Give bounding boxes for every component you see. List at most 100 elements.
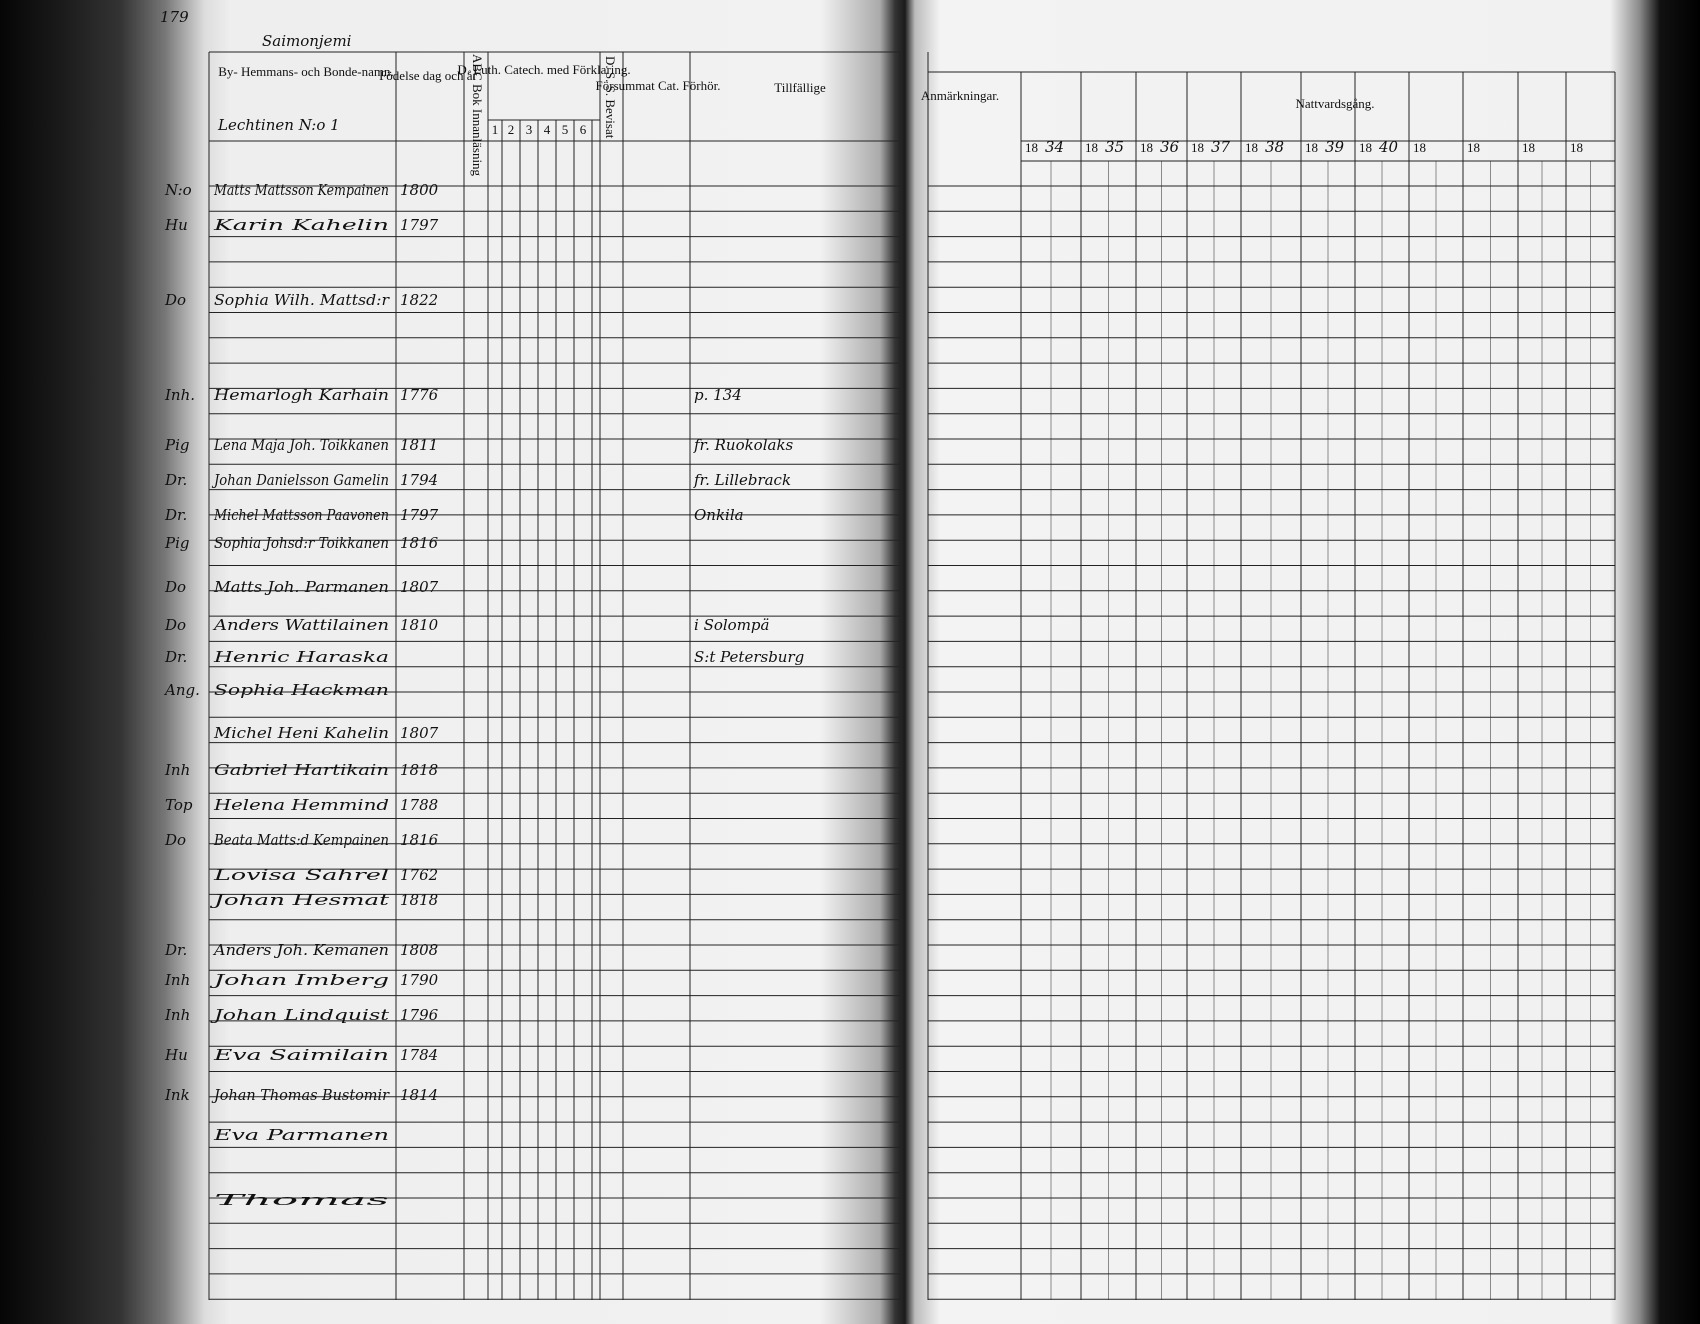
row-role: Dr. xyxy=(164,648,187,666)
row-name: Sophia Johsd:r Toikkanen xyxy=(214,534,389,552)
year-printed: 18 xyxy=(1522,140,1535,155)
row-name: Lovisa Sahrel xyxy=(212,866,389,884)
year-written: 36 xyxy=(1160,138,1180,156)
year-printed: 18 xyxy=(1413,140,1426,155)
row-born: 1776 xyxy=(400,386,439,404)
row-born: 1822 xyxy=(400,291,438,309)
row-born: 1810 xyxy=(400,616,439,634)
row-role: Ang. xyxy=(163,681,200,699)
row-note: Onkila xyxy=(694,506,744,524)
row-role: Inh xyxy=(164,1006,190,1024)
header-communion: Nattvardsgång. xyxy=(1295,96,1374,111)
year-written: 37 xyxy=(1211,138,1231,156)
header-catechism: D. Luth. Catech. med Förklaring. xyxy=(457,62,630,77)
household: Lechtinen N:o 1 xyxy=(217,116,340,134)
header-missed: Försummat Cat. Förhör. xyxy=(596,78,721,93)
row-name: Anders Joh. Kemanen xyxy=(212,941,389,959)
row-name: Matts Mattsson Kempainen xyxy=(213,181,389,199)
row-born: 1797 xyxy=(400,216,439,234)
year-written: 40 xyxy=(1378,138,1399,156)
row-note: fr. Lillebrack xyxy=(693,471,791,489)
row-role: Hu xyxy=(164,1046,188,1064)
row-role: Dr. xyxy=(164,471,187,489)
row-role: Dr. xyxy=(164,506,187,524)
row-name: Michel Heni Kahelin xyxy=(213,724,389,742)
row-role: N:o xyxy=(164,181,192,199)
row-note: S:t Petersburg xyxy=(694,648,804,666)
row-name: Hemarlogh Karhain xyxy=(213,386,389,404)
row-role: Hu xyxy=(164,216,188,234)
row-name: Eva Saimilain xyxy=(212,1046,389,1064)
row-born: 1807 xyxy=(400,578,439,596)
row-name: Karin Kahelin xyxy=(212,216,389,234)
row-born: 1800 xyxy=(400,181,439,199)
row-born: 1818 xyxy=(400,891,438,909)
row-born: 1796 xyxy=(400,1006,439,1024)
row-name: Gabriel Hartikain xyxy=(214,761,389,779)
row-name: Henric Haraska xyxy=(213,648,389,666)
row-role: Do xyxy=(164,578,186,596)
row-born: 1784 xyxy=(400,1046,438,1064)
year-printed: 18 xyxy=(1570,140,1583,155)
row-name: Sophia Hackman xyxy=(214,681,389,699)
year-printed: 18 xyxy=(1245,140,1258,155)
catechism-part: 6 xyxy=(580,122,587,137)
row-role: Do xyxy=(164,291,186,309)
row-role: Ink xyxy=(164,1086,190,1104)
row-role: Do xyxy=(164,831,186,849)
catechism-part: 2 xyxy=(508,122,515,137)
row-born: 1816 xyxy=(400,831,439,849)
header-dss: D. S. S. Bevisat xyxy=(603,56,618,139)
row-name: Anders Wattilainen xyxy=(212,616,389,634)
year-printed: 18 xyxy=(1467,140,1480,155)
row-born: 1818 xyxy=(400,761,438,779)
row-name: Helena Hemmind xyxy=(213,796,389,814)
header-abc: ABC Bok Innanläsning xyxy=(470,54,485,177)
row-born: 1788 xyxy=(400,796,438,814)
row-born: 1762 xyxy=(400,866,438,884)
year-printed: 18 xyxy=(1085,140,1098,155)
row-born: 1808 xyxy=(400,941,438,959)
row-note: i Solompä xyxy=(694,616,769,634)
row-born: 1816 xyxy=(400,534,439,552)
row-role: Pig xyxy=(164,436,190,454)
row-role: Inh xyxy=(164,971,190,989)
row-name: Matts Joh. Parmanen xyxy=(213,578,389,596)
year-printed: 18 xyxy=(1359,140,1372,155)
header-incidental: Tillfällige xyxy=(774,80,826,95)
row-name: Eva Parmanen xyxy=(212,1126,389,1144)
year-printed: 18 xyxy=(1191,140,1204,155)
row-born: 1794 xyxy=(400,471,438,489)
row-role: Inh. xyxy=(164,386,195,404)
year-written: 39 xyxy=(1325,138,1345,156)
year-printed: 18 xyxy=(1140,140,1153,155)
row-born: 1807 xyxy=(400,724,439,742)
row-name: Johan Danielsson Gamelin xyxy=(211,471,389,489)
row-role: Do xyxy=(164,616,186,634)
year-printed: 18 xyxy=(1305,140,1318,155)
row-note: p. 134 xyxy=(694,386,742,404)
row-name: Johan Thomas Bustomir xyxy=(211,1086,390,1104)
catechism-part: 5 xyxy=(562,122,569,137)
catechism-part: 4 xyxy=(544,122,551,137)
header-born: Födelse dag och år xyxy=(379,68,478,83)
village-name: Saimonjemi xyxy=(262,32,352,50)
row-born: 1814 xyxy=(400,1086,438,1104)
header-remarks: Anmärkningar. xyxy=(921,88,999,103)
row-note: fr. Ruokolaks xyxy=(693,436,794,454)
row-name: Johan Hesmat xyxy=(209,891,390,909)
catechism-part: 3 xyxy=(526,122,533,137)
row-born: 1797 xyxy=(400,506,439,524)
row-born: 1790 xyxy=(400,971,439,989)
row-role: Dr. xyxy=(164,941,187,959)
row-name: Thomas xyxy=(214,1191,390,1209)
header-name: By- Hemmans- och Bonde-namn. xyxy=(218,64,393,79)
row-role: Top xyxy=(165,796,193,814)
row-name: Beata Matts:d Kempainen xyxy=(213,831,389,849)
year-printed: 18 xyxy=(1025,140,1038,155)
year-written: 34 xyxy=(1045,138,1064,156)
row-name: Johan Imberg xyxy=(209,971,389,989)
catechism-part: 1 xyxy=(492,122,499,137)
row-name: Michel Mattsson Paavonen xyxy=(213,506,389,524)
